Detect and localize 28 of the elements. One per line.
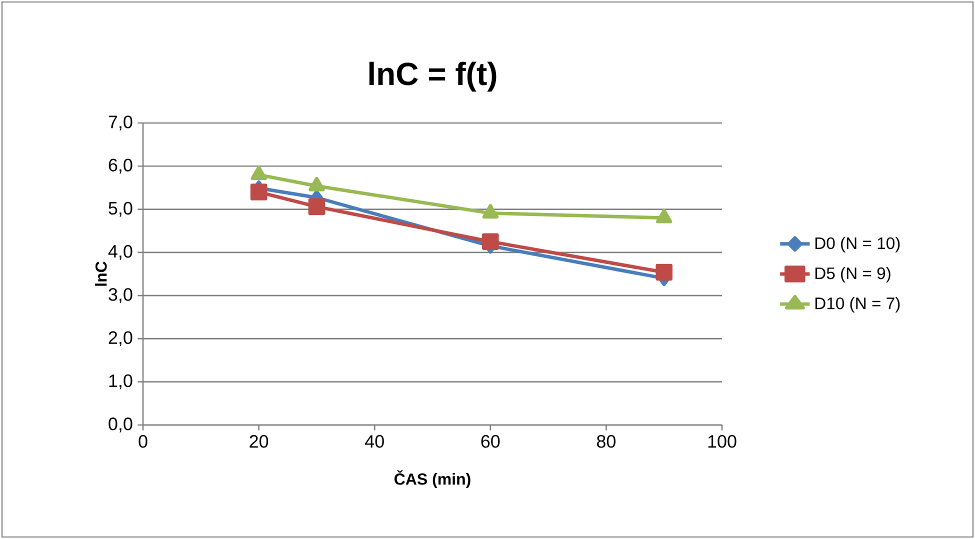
x-tick-label: 20: [250, 435, 268, 448]
point: [482, 204, 498, 219]
point: [308, 176, 325, 192]
y-tick-label: 5,0: [108, 202, 132, 217]
y-axis-title: lnC: [95, 262, 107, 286]
point: [308, 198, 326, 216]
x-tick-label: 60: [481, 435, 500, 448]
point: [656, 208, 672, 224]
x-tick-label: 0: [138, 435, 148, 448]
legend-label: D5 (N = 9): [815, 266, 890, 282]
legend-label: D10 (N = 7): [815, 297, 900, 313]
legend-label: D0 (N = 10): [815, 236, 900, 252]
y-tick-label: 6,0: [108, 158, 132, 174]
y-tick-label: 3,0: [108, 288, 132, 303]
y-tick-label: 7,0: [108, 116, 132, 130]
x-tick-label: 80: [596, 435, 616, 448]
y-tick-label: 1,0: [109, 374, 132, 390]
x-tick-label: 40: [365, 435, 384, 448]
x-axis-title: ČAS (min): [394, 470, 470, 488]
point: [482, 233, 499, 250]
y-tick-label: 2,0: [108, 331, 132, 346]
y-tick-label: 0,0: [108, 418, 132, 432]
point: [656, 264, 672, 281]
point: [250, 184, 268, 200]
point: [250, 166, 267, 180]
x-tick-label: 100: [708, 435, 736, 448]
chart-title: lnC = f(t): [369, 62, 496, 92]
y-tick-label: 4,0: [108, 244, 132, 260]
